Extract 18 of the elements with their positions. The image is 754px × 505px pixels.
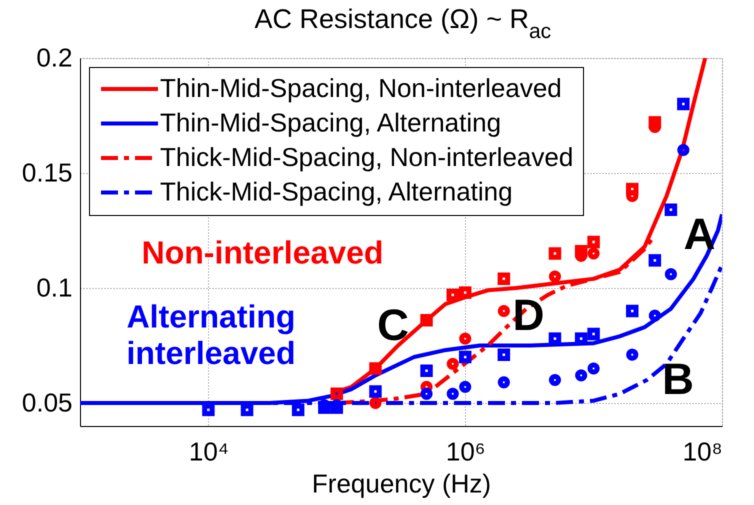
legend-label: Thick-Mid-Spacing, Non-interleaved bbox=[160, 142, 574, 172]
legend-label: Thin-Mid-Spacing, Alternating bbox=[160, 108, 502, 138]
legend-label: Thin-Mid-Spacing, Non-interleaved bbox=[160, 73, 562, 103]
x-tick-label: 10⁴ bbox=[188, 436, 229, 466]
annotation: C bbox=[377, 301, 409, 350]
y-tick-label: 0.05 bbox=[22, 388, 72, 418]
annotation: B bbox=[662, 355, 694, 404]
x-tick-label: 10⁸ bbox=[682, 436, 722, 466]
y-tick-label: 0.2 bbox=[36, 42, 72, 72]
x-tick-label: 10⁶ bbox=[446, 436, 486, 466]
y-tick-label: 0.1 bbox=[36, 272, 72, 302]
annotation: Alternating interleaved bbox=[126, 298, 296, 371]
annotation: Non-interleaved bbox=[142, 234, 384, 270]
x-axis-title: Frequency (Hz) bbox=[312, 468, 492, 498]
annotation: D bbox=[512, 291, 544, 340]
legend-label: Thick-Mid-Spacing, Alternating bbox=[160, 176, 513, 206]
y-tick-label: 0.15 bbox=[22, 158, 72, 188]
annotation: A bbox=[684, 210, 716, 259]
